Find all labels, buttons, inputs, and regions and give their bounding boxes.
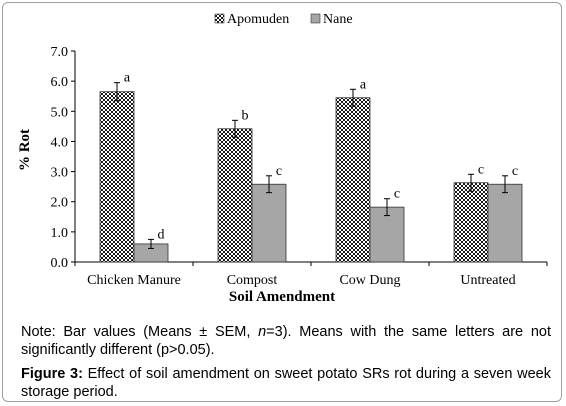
y-tick-label: 1.0	[51, 226, 69, 241]
caption-label: Figure 3:	[21, 366, 83, 382]
figure-caption: Figure 3: Effect of soil amendment on sw…	[21, 365, 551, 401]
note-suffix: =3). Means with the same letters are not…	[21, 324, 551, 358]
x-tick-label: Cow Dung	[339, 273, 400, 288]
y-tick-label: 6.0	[51, 75, 69, 90]
bar-apomuden	[453, 182, 489, 263]
note-n-symbol: n	[258, 324, 267, 340]
significance-letter: b	[242, 108, 249, 123]
y-tick-label: 4.0	[51, 135, 69, 150]
significance-letter: c	[276, 164, 282, 179]
bar-nane	[369, 206, 405, 263]
significance-letter: c	[512, 164, 518, 179]
significance-letter: a	[360, 77, 367, 92]
figure-note: Note: Bar values (Means ± SEM, n=3). Mea…	[21, 323, 551, 359]
y-tick-label: 3.0	[51, 166, 69, 181]
legend-label-nane: Nane	[323, 12, 353, 27]
x-axis-label: Soil Amendment	[229, 289, 335, 305]
significance-letter: c	[478, 162, 484, 177]
x-tick-label: Untreated	[460, 273, 515, 288]
chart-bars	[99, 82, 523, 263]
bar-nane	[487, 183, 523, 263]
significance-letter: d	[158, 227, 165, 242]
bar-apomuden	[99, 91, 135, 263]
bar-apomuden	[335, 97, 371, 263]
caption-text: Effect of soil amendment on sweet potato…	[21, 366, 551, 400]
y-axis-label: % Rot	[17, 129, 33, 171]
bar-apomuden	[217, 128, 253, 263]
legend-swatch-apomuden	[214, 13, 225, 24]
y-tick-label: 2.0	[51, 196, 69, 211]
y-tick-label: 0.0	[51, 256, 69, 271]
legend-swatch-nane	[310, 13, 321, 24]
y-tick-label: 7.0	[51, 45, 69, 60]
bar-nane	[251, 183, 287, 263]
x-tick-label: Compost	[227, 273, 278, 288]
figure-frame: Apomuden Nane 0.0 1.0 2.0 3.0 4.0 5.0 6.0 7.0 Chi…	[2, 2, 562, 402]
y-tick-label: 5.0	[51, 105, 69, 120]
chart-labels: 0.0 1.0 2.0 3.0 4.0 5.0 6.0 7.0 Chicken Manure a d…	[51, 45, 519, 288]
chart-legend: Apomuden Nane	[214, 12, 353, 27]
significance-letter: c	[394, 187, 400, 202]
x-tick-label: Chicken Manure	[87, 273, 181, 288]
note-prefix: Note: Bar values (Means ± SEM,	[21, 324, 259, 340]
legend-label-apomuden: Apomuden	[227, 12, 289, 27]
significance-letter: a	[124, 71, 131, 86]
bar-chart: Apomuden Nane 0.0 1.0 2.0 3.0 4.0 5.0 6.0 7.0 Chi…	[17, 12, 548, 305]
